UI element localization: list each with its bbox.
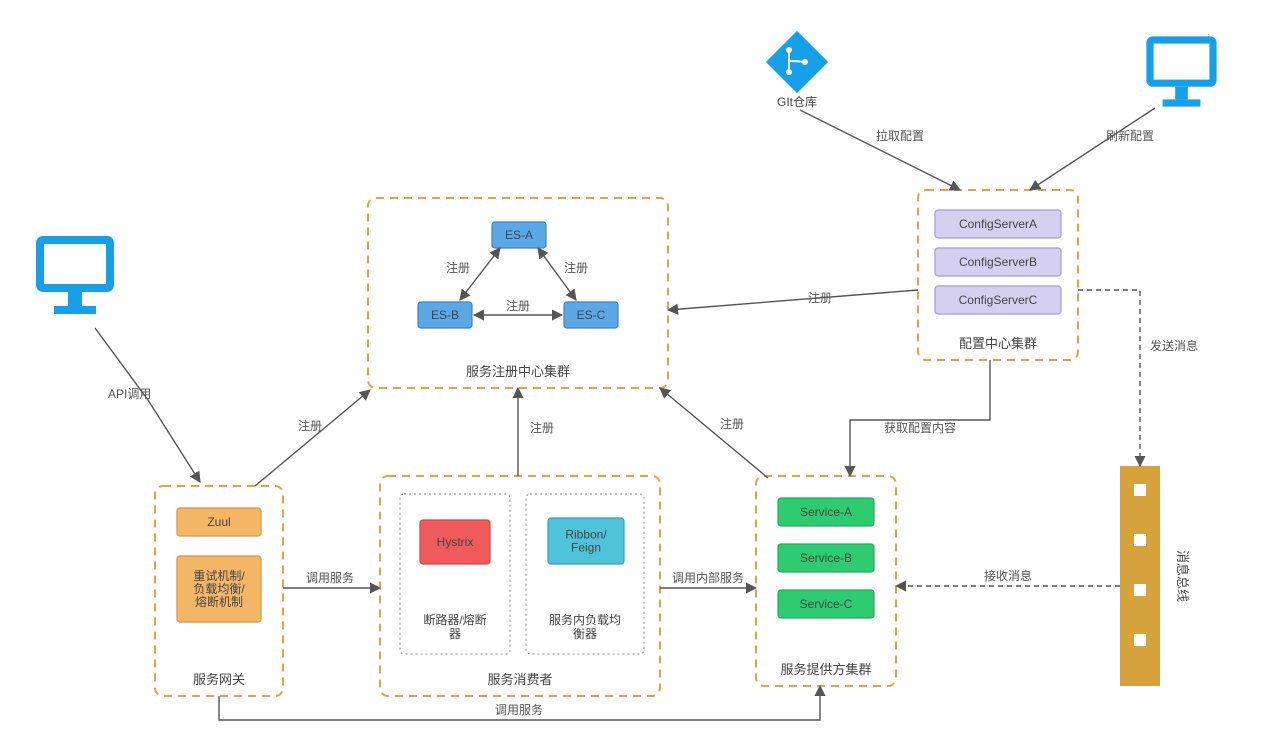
sub-hystrix_box-title: 器 [449, 627, 461, 641]
client-left-icon [40, 240, 110, 314]
edge-gw-register [255, 390, 370, 486]
edge-cfg-fetch-label: 获取配置内容 [884, 420, 956, 435]
container-registry-title: 服务注册中心集群 [466, 364, 570, 379]
node-ribbon-label: Ribbon/ [565, 527, 607, 541]
git-repo-label: GIt仓库 [777, 94, 817, 109]
node-es_a: ES-A [492, 222, 546, 248]
edge-cfg-send [1078, 290, 1140, 466]
node-hystrix: Hystrix [420, 520, 490, 564]
node-es_c-label: ES-C [577, 308, 606, 322]
sub-hystrix_box: 断路器/熔断器 [400, 494, 510, 654]
edge-gw-consumer-label: 调用服务 [306, 570, 354, 585]
node-svc_c: Service-C [778, 590, 874, 618]
edge-provider-register [660, 388, 768, 478]
node-es_b-label: ES-B [431, 308, 459, 322]
node-zuul-label: Zuul [207, 515, 230, 529]
node-retry-label: 负载均衡/ [193, 582, 245, 596]
node-svc_a-label: Service-A [800, 505, 852, 519]
node-svc_c-label: Service-C [800, 597, 853, 611]
node-svc_b-label: Service-B [800, 551, 852, 565]
edge-provider-recv-label: 接收消息 [984, 568, 1032, 583]
node-retry-label: 重试机制/ [193, 568, 245, 583]
edge-es-a-b-label: 注册 [446, 260, 470, 275]
edge-gw-provider-label: 调用服务 [495, 702, 543, 717]
message-bus-title: 消息总线 [1175, 550, 1190, 602]
edge-refresh-label: 刷新配置 [1106, 128, 1154, 143]
container-config-title: 配置中心集群 [959, 336, 1037, 351]
node-retry-label: 熔断机制 [195, 594, 243, 609]
node-zuul: Zuul [177, 508, 261, 536]
node-cfg_c-label: ConfigServerC [959, 293, 1038, 307]
node-es_c: ES-C [564, 302, 618, 328]
node-svc_b: Service-B [778, 544, 874, 572]
edge-cfg-fetch [850, 360, 990, 476]
node-es_b: ES-B [418, 302, 472, 328]
container-gateway-title: 服务网关 [193, 672, 245, 687]
message-bus: 消息总线 [1120, 466, 1190, 686]
node-cfg_b: ConfigServerB [935, 248, 1061, 276]
sub-ribbon_box-title: 服务内负载均 [549, 612, 621, 627]
edge-consumer-provider-label: 调用内部服务 [672, 570, 744, 585]
edge-git-pull [800, 110, 960, 190]
node-cfg_c: ConfigServerC [935, 286, 1061, 314]
node-ribbon: Ribbon/Feign [548, 518, 624, 564]
edge-provider-register-label: 注册 [720, 416, 744, 431]
edge-refresh [1030, 108, 1155, 190]
sub-hystrix_box-title: 断路器/熔断 [423, 612, 486, 627]
node-es_a-label: ES-A [505, 228, 533, 242]
container-provider-title: 服务提供方集群 [780, 662, 871, 677]
edge-cfg-register [668, 290, 918, 310]
edge-api-call [95, 328, 200, 482]
edge-api-call-label: API调用 [108, 387, 151, 401]
sub-ribbon_box-title: 衡器 [573, 627, 597, 641]
node-hystrix-label: Hystrix [437, 535, 474, 549]
edge-es-b-c-label: 注册 [506, 298, 530, 313]
node-cfg_a: ConfigServerA [935, 210, 1061, 238]
edge-gw-register-label: 注册 [298, 418, 322, 433]
container-consumer-title: 服务消费者 [487, 672, 552, 687]
edge-es-a-c-label: 注册 [564, 260, 588, 275]
node-cfg_b-label: ConfigServerB [959, 255, 1037, 269]
container-consumer: 服务消费者 [380, 476, 660, 696]
edge-consumer-register-label: 注册 [530, 420, 554, 435]
node-ribbon-label: Feign [571, 540, 601, 554]
node-svc_a: Service-A [778, 498, 874, 526]
client-top-right-icon [1150, 40, 1213, 107]
edge-cfg-send-label: 发送消息 [1150, 338, 1198, 353]
edge-cfg-register-label: 注册 [808, 290, 832, 305]
node-cfg_a-label: ConfigServerA [959, 217, 1037, 231]
git-repo-icon: GIt仓库 [766, 31, 828, 109]
edge-git-pull-label: 拉取配置 [876, 128, 924, 143]
node-retry: 重试机制/负载均衡/熔断机制 [177, 556, 261, 622]
